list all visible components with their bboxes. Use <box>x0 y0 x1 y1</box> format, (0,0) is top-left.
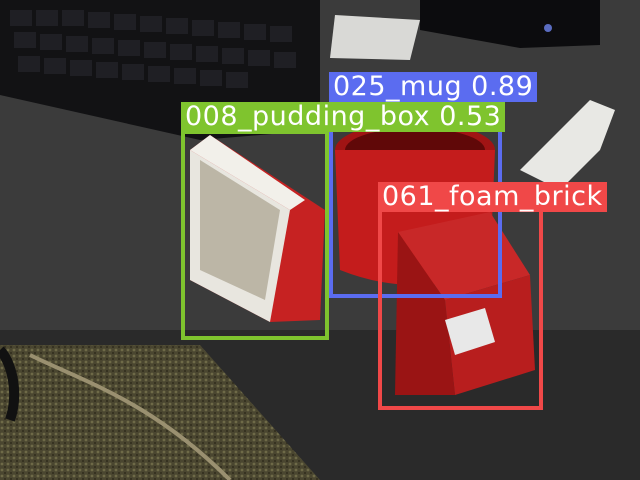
brick-top <box>398 212 530 300</box>
brick-label <box>445 308 495 355</box>
label-pudding-box: 008_pudding_box 0.53 <box>181 102 506 132</box>
bbox-foam-brick <box>378 205 543 410</box>
monitor <box>420 0 600 48</box>
paper <box>330 15 420 60</box>
pudding-box-top <box>190 135 305 210</box>
keyboard-keys <box>10 10 296 88</box>
pudding-box-text <box>200 160 280 300</box>
monitor-power-led <box>544 24 552 32</box>
brick-side <box>395 232 455 395</box>
paper-right <box>520 100 615 190</box>
bbox-pudding-box <box>181 130 329 340</box>
label-foam-brick: 061_foam_brick <box>378 182 607 212</box>
cable <box>29 353 232 480</box>
label-mug: 025_mug 0.89 <box>329 72 538 102</box>
dark-cable <box>0 346 20 422</box>
